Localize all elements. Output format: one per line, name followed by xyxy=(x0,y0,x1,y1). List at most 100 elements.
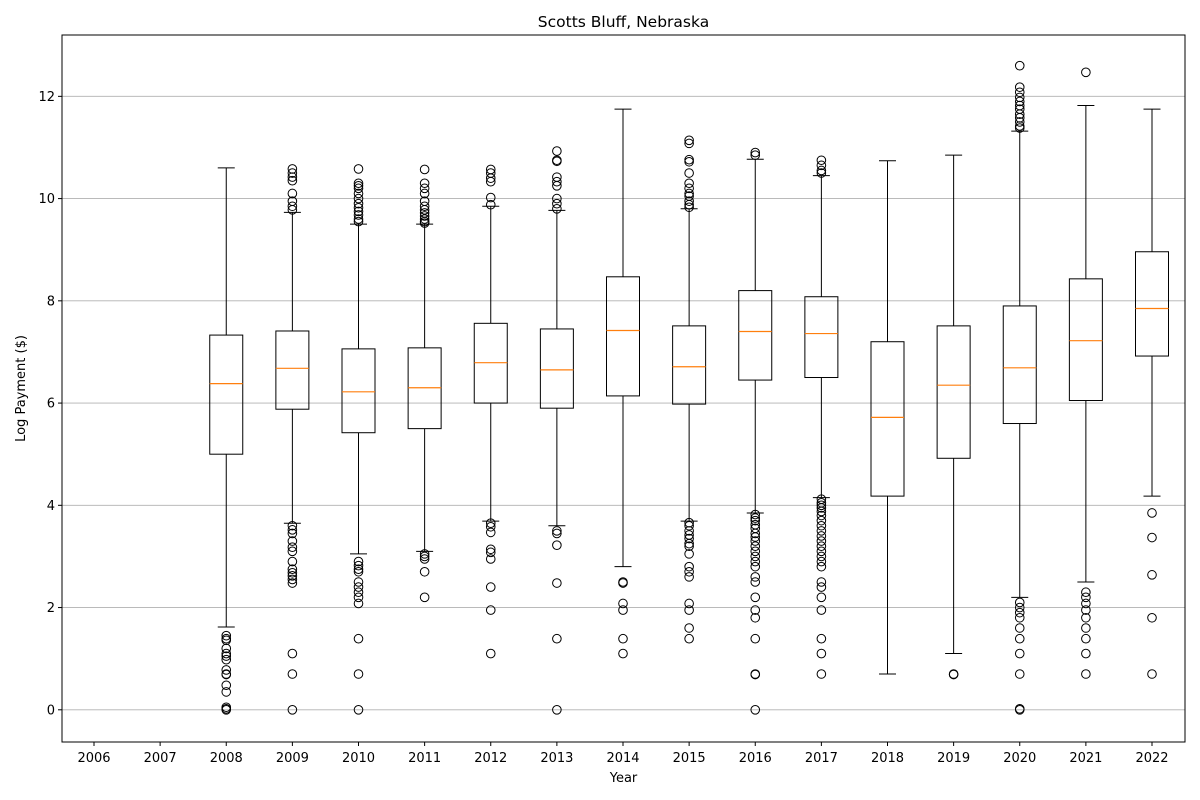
outlier-point xyxy=(419,164,430,175)
outlier-point xyxy=(552,528,562,539)
outlier-point xyxy=(750,147,761,158)
box-2017 xyxy=(804,155,839,679)
outlier-point xyxy=(816,633,827,644)
outlier-point xyxy=(1081,598,1091,609)
x-ticks: 2006 2007 2008 2009 2010 2011 2012 2013 2014 2015… xyxy=(77,742,1169,766)
outlier-point xyxy=(750,592,761,603)
outlier-point xyxy=(684,199,694,210)
box-2013 xyxy=(539,146,574,715)
outlier-point xyxy=(1014,117,1025,127)
outlier-point xyxy=(1014,704,1025,715)
outlier-point xyxy=(552,540,562,550)
outlier-point xyxy=(419,566,430,577)
outlier-point xyxy=(485,605,496,615)
box-2010 xyxy=(341,164,376,715)
x-tick-label: 2012 xyxy=(474,751,507,766)
outlier-point xyxy=(750,572,761,582)
box-2008 xyxy=(209,167,244,715)
outlier-point xyxy=(353,592,364,603)
outlier-point xyxy=(816,605,827,615)
iqr-box xyxy=(606,276,640,397)
outlier-point xyxy=(287,669,298,679)
outlier-point xyxy=(353,598,364,609)
outlier-point xyxy=(684,156,694,167)
outlier-point xyxy=(353,556,364,567)
outlier-point xyxy=(750,509,761,520)
outlier-point xyxy=(353,564,364,575)
outlier-point xyxy=(353,202,364,213)
outlier-point xyxy=(1081,612,1091,623)
outlier-point xyxy=(1014,109,1025,120)
outlier-point xyxy=(485,544,496,555)
outlier-point xyxy=(618,633,628,644)
outlier-point xyxy=(221,669,232,680)
outlier-point xyxy=(485,554,496,564)
outlier-point xyxy=(1081,605,1091,615)
outlier-point xyxy=(684,549,694,559)
x-tick-label: 2019 xyxy=(937,751,970,766)
outlier-point xyxy=(1014,96,1025,107)
iqr-box xyxy=(804,296,839,379)
outlier-point xyxy=(816,510,827,521)
outlier-point xyxy=(552,526,562,536)
chart-title: Scotts Bluff, Nebraska xyxy=(538,13,709,31)
outlier-point xyxy=(353,582,364,592)
outlier-point xyxy=(287,571,298,581)
iqr-box xyxy=(672,325,707,405)
outlier-point xyxy=(816,592,827,603)
x-tick-label: 2020 xyxy=(1003,751,1036,766)
x-tick-label: 2010 xyxy=(342,751,375,766)
outlier-point xyxy=(750,612,761,623)
outlier-point xyxy=(287,172,298,182)
outlier-point xyxy=(1081,67,1091,78)
y-ticks: 0 2 4 6 8 10 12 xyxy=(38,90,62,718)
outlier-point xyxy=(750,551,761,562)
outlier-point xyxy=(750,561,761,572)
outlier-point xyxy=(1147,612,1157,623)
x-tick-label: 2013 xyxy=(540,751,573,766)
outlier-point xyxy=(750,528,761,539)
outlier-point xyxy=(419,549,430,559)
outlier-point xyxy=(419,201,430,212)
outlier-point xyxy=(287,556,298,567)
y-tick-label: 4 xyxy=(47,499,55,514)
outlier-point xyxy=(485,192,496,203)
outlier-point xyxy=(552,176,562,187)
outlier-point xyxy=(485,173,496,183)
outlier-point xyxy=(552,704,562,715)
outlier-point xyxy=(816,506,827,517)
box-2014 xyxy=(606,108,640,659)
outlier-point xyxy=(1014,123,1025,133)
outlier-point xyxy=(816,500,827,511)
x-axis-label: Year xyxy=(609,771,638,786)
outlier-point xyxy=(287,168,298,178)
outlier-point xyxy=(816,551,827,562)
outlier-point xyxy=(353,210,364,220)
outlier-point xyxy=(618,605,628,615)
y-tick-label: 0 xyxy=(47,703,55,718)
outlier-point xyxy=(419,214,430,224)
outlier-point xyxy=(816,546,827,557)
x-tick-label: 2021 xyxy=(1069,751,1102,766)
outlier-point xyxy=(816,526,827,536)
y-tick-label: 10 xyxy=(38,192,55,207)
outlier-point xyxy=(684,633,694,644)
outlier-point xyxy=(552,146,562,156)
outlier-point xyxy=(419,178,430,189)
outlier-point xyxy=(684,138,694,149)
outlier-point xyxy=(816,168,827,178)
outlier-point xyxy=(419,218,430,228)
outlier-point xyxy=(750,546,761,557)
y-tick-label: 2 xyxy=(47,601,55,616)
box-2022 xyxy=(1135,108,1169,679)
outlier-point xyxy=(419,205,430,215)
outlier-point xyxy=(287,574,298,585)
outlier-point xyxy=(684,196,694,206)
box-2011 xyxy=(407,164,442,603)
outlier-point xyxy=(1147,669,1157,679)
boxes-group xyxy=(209,60,1169,715)
outlier-point xyxy=(353,587,364,598)
outlier-point xyxy=(287,175,298,186)
outlier-point xyxy=(485,582,496,592)
